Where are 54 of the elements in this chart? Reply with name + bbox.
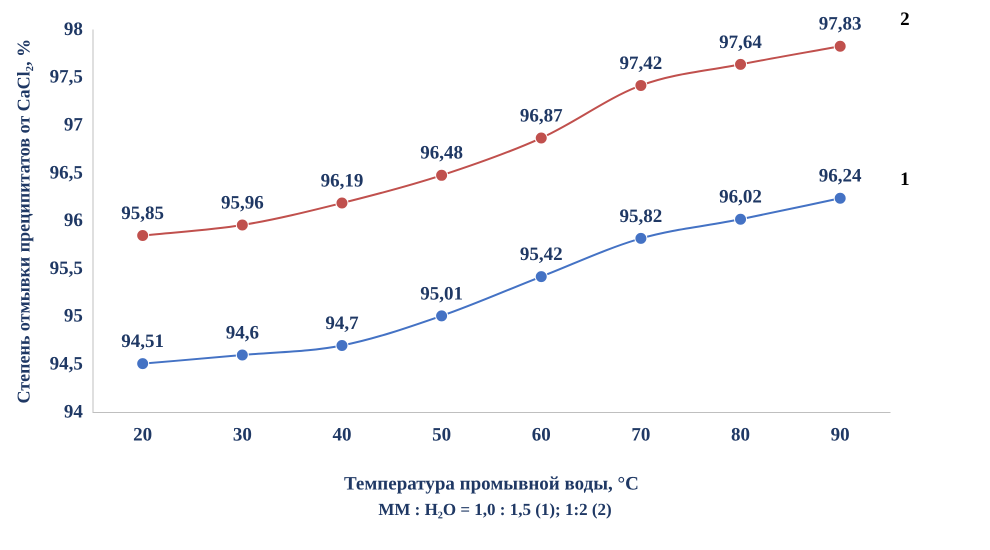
data-label: 96,19 [320,170,364,192]
x-tick-label: 50 [432,424,452,446]
point [335,338,348,352]
x-tick-label: 80 [731,424,750,446]
point [634,232,648,245]
x-tick-label: 60 [532,424,551,446]
y-tick-label: 95,5 [50,258,83,279]
data-label: 96,24 [818,166,862,187]
x-tick-label: 20 [133,424,152,446]
x-tick-label: 30 [232,424,252,446]
point [734,212,748,226]
x-axis-title: Температура промывной воды, °C [344,474,639,495]
data-label: 94,6 [226,322,259,344]
y-tick-label: 96 [64,210,83,232]
data-label: 97,42 [620,52,662,74]
data-label: 95,85 [121,202,164,224]
data-label: 95,42 [520,244,563,266]
y-axis-title: Степень отмывки преципитатов от CaCl₂, % [13,38,34,404]
point [634,78,648,92]
point [435,309,448,322]
x-tick-label: 90 [830,424,850,446]
point [534,132,548,145]
point [435,168,448,182]
y-tick-label: 98 [64,18,83,40]
text: 1 [900,169,910,190]
y-tick-label: 97 [64,114,84,136]
x-tick-label: 70 [631,424,650,446]
point [136,357,150,370]
data-label: 96,48 [420,142,463,164]
point [236,348,249,362]
point [534,270,548,284]
data-label: 94,51 [121,331,164,352]
data-label: 96,87 [520,105,564,126]
point [335,196,348,210]
data-label: 96,02 [719,186,762,208]
point [734,58,748,71]
data-label: 95,82 [620,206,662,227]
data-label: 95,96 [220,192,264,214]
point [834,40,847,53]
y-tick-label: 97,5 [50,66,83,88]
text: 2 [900,9,910,30]
x-tick-label: 40 [332,424,352,446]
y-tick-label: 94 [64,401,84,422]
data-label: 94,7 [325,312,360,334]
y-tick-label: 96,5 [50,162,83,184]
point [136,229,150,242]
text: MM : H₂O = 1,0 : 1,5 (1); 1:2 (2) [377,500,613,520]
point [834,192,847,205]
point [236,218,249,232]
y-tick-label: 94,5 [50,354,83,375]
data-label: 97,64 [719,32,762,53]
y-tick-label: 95 [64,306,83,327]
data-label: 97,83 [818,14,862,35]
data-label: 95,01 [420,283,463,304]
